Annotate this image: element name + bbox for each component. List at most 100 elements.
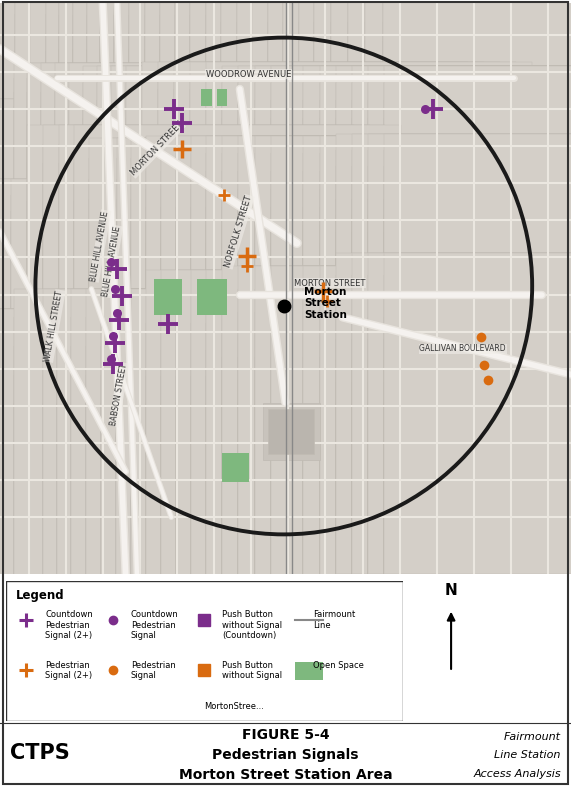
Bar <box>171 0 497 281</box>
Bar <box>174 62 500 391</box>
Bar <box>0 89 312 413</box>
Bar <box>83 118 411 443</box>
Bar <box>352 318 571 638</box>
Bar <box>206 49 533 374</box>
Bar <box>21 0 347 200</box>
Bar <box>206 0 533 323</box>
Bar <box>255 66 571 391</box>
Bar <box>255 153 571 478</box>
Bar <box>400 118 571 443</box>
Bar <box>336 134 571 460</box>
Bar <box>364 0 571 174</box>
Bar <box>236 0 564 289</box>
Bar <box>191 243 518 567</box>
Bar <box>268 0 571 289</box>
Bar <box>238 118 565 443</box>
Bar <box>0 0 234 201</box>
Bar <box>27 78 356 406</box>
Bar <box>348 61 571 384</box>
Bar <box>59 49 388 374</box>
Bar <box>0 195 297 522</box>
Bar <box>0 70 231 393</box>
Bar <box>101 374 428 689</box>
Bar <box>320 288 571 608</box>
Bar <box>0 99 327 426</box>
Bar <box>0 0 266 281</box>
Bar <box>142 62 468 391</box>
Bar <box>0 227 171 549</box>
Bar <box>292 0 571 279</box>
Bar <box>0 124 191 446</box>
Bar <box>0 0 297 319</box>
Bar <box>158 89 484 418</box>
Bar <box>0 277 282 600</box>
Bar <box>352 296 571 617</box>
Bar <box>146 226 474 550</box>
Bar <box>0 403 171 717</box>
Bar <box>382 0 571 253</box>
Bar <box>336 66 571 391</box>
Bar <box>0 0 203 228</box>
Bar <box>310 0 571 305</box>
Bar <box>30 51 358 376</box>
Bar <box>117 240 445 562</box>
Bar <box>287 266 571 586</box>
Bar <box>160 0 487 306</box>
Bar <box>176 153 504 478</box>
Bar <box>255 135 571 460</box>
Bar <box>144 0 472 288</box>
Bar <box>328 0 571 253</box>
Bar <box>0 0 313 250</box>
Bar <box>348 22 571 346</box>
Bar <box>46 70 373 394</box>
Bar <box>59 201 385 525</box>
Bar <box>0 227 191 549</box>
Bar <box>0 186 171 508</box>
Bar <box>382 0 571 227</box>
Bar <box>117 260 445 582</box>
Bar <box>21 0 347 250</box>
Bar <box>59 32 388 358</box>
Bar <box>0 237 267 558</box>
Bar <box>53 0 379 250</box>
Bar <box>368 101 571 426</box>
Bar <box>0 186 231 508</box>
Bar <box>238 189 565 514</box>
Bar <box>146 208 474 532</box>
Bar <box>287 358 571 677</box>
Bar <box>175 0 502 306</box>
Bar <box>0 403 191 717</box>
Bar <box>144 15 472 340</box>
Bar <box>114 0 443 323</box>
Bar <box>252 0 571 308</box>
Bar <box>352 403 571 724</box>
Bar <box>176 171 504 496</box>
Bar <box>201 89 212 106</box>
Bar <box>0 43 282 369</box>
Bar <box>191 350 518 666</box>
Bar <box>255 266 571 586</box>
Bar <box>384 339 571 660</box>
Bar <box>283 0 571 289</box>
Bar <box>336 199 571 525</box>
Bar <box>0 340 282 652</box>
Bar <box>0 147 312 474</box>
Bar <box>287 189 571 514</box>
Bar <box>364 0 571 305</box>
Bar <box>238 335 565 654</box>
Text: Pedestrian
Signal: Pedestrian Signal <box>131 660 175 680</box>
Text: Pedestrian Signals: Pedestrian Signals <box>212 748 359 762</box>
Bar <box>0 0 297 200</box>
Bar <box>400 199 571 525</box>
Bar <box>57 346 385 660</box>
Bar <box>83 101 411 426</box>
Bar <box>236 0 564 308</box>
Bar <box>257 0 571 308</box>
Bar <box>0 0 327 319</box>
Bar <box>274 0 571 308</box>
Bar <box>0 116 297 442</box>
Bar <box>197 279 227 314</box>
Bar <box>303 358 571 677</box>
Bar <box>384 274 571 596</box>
Bar <box>30 14 358 338</box>
